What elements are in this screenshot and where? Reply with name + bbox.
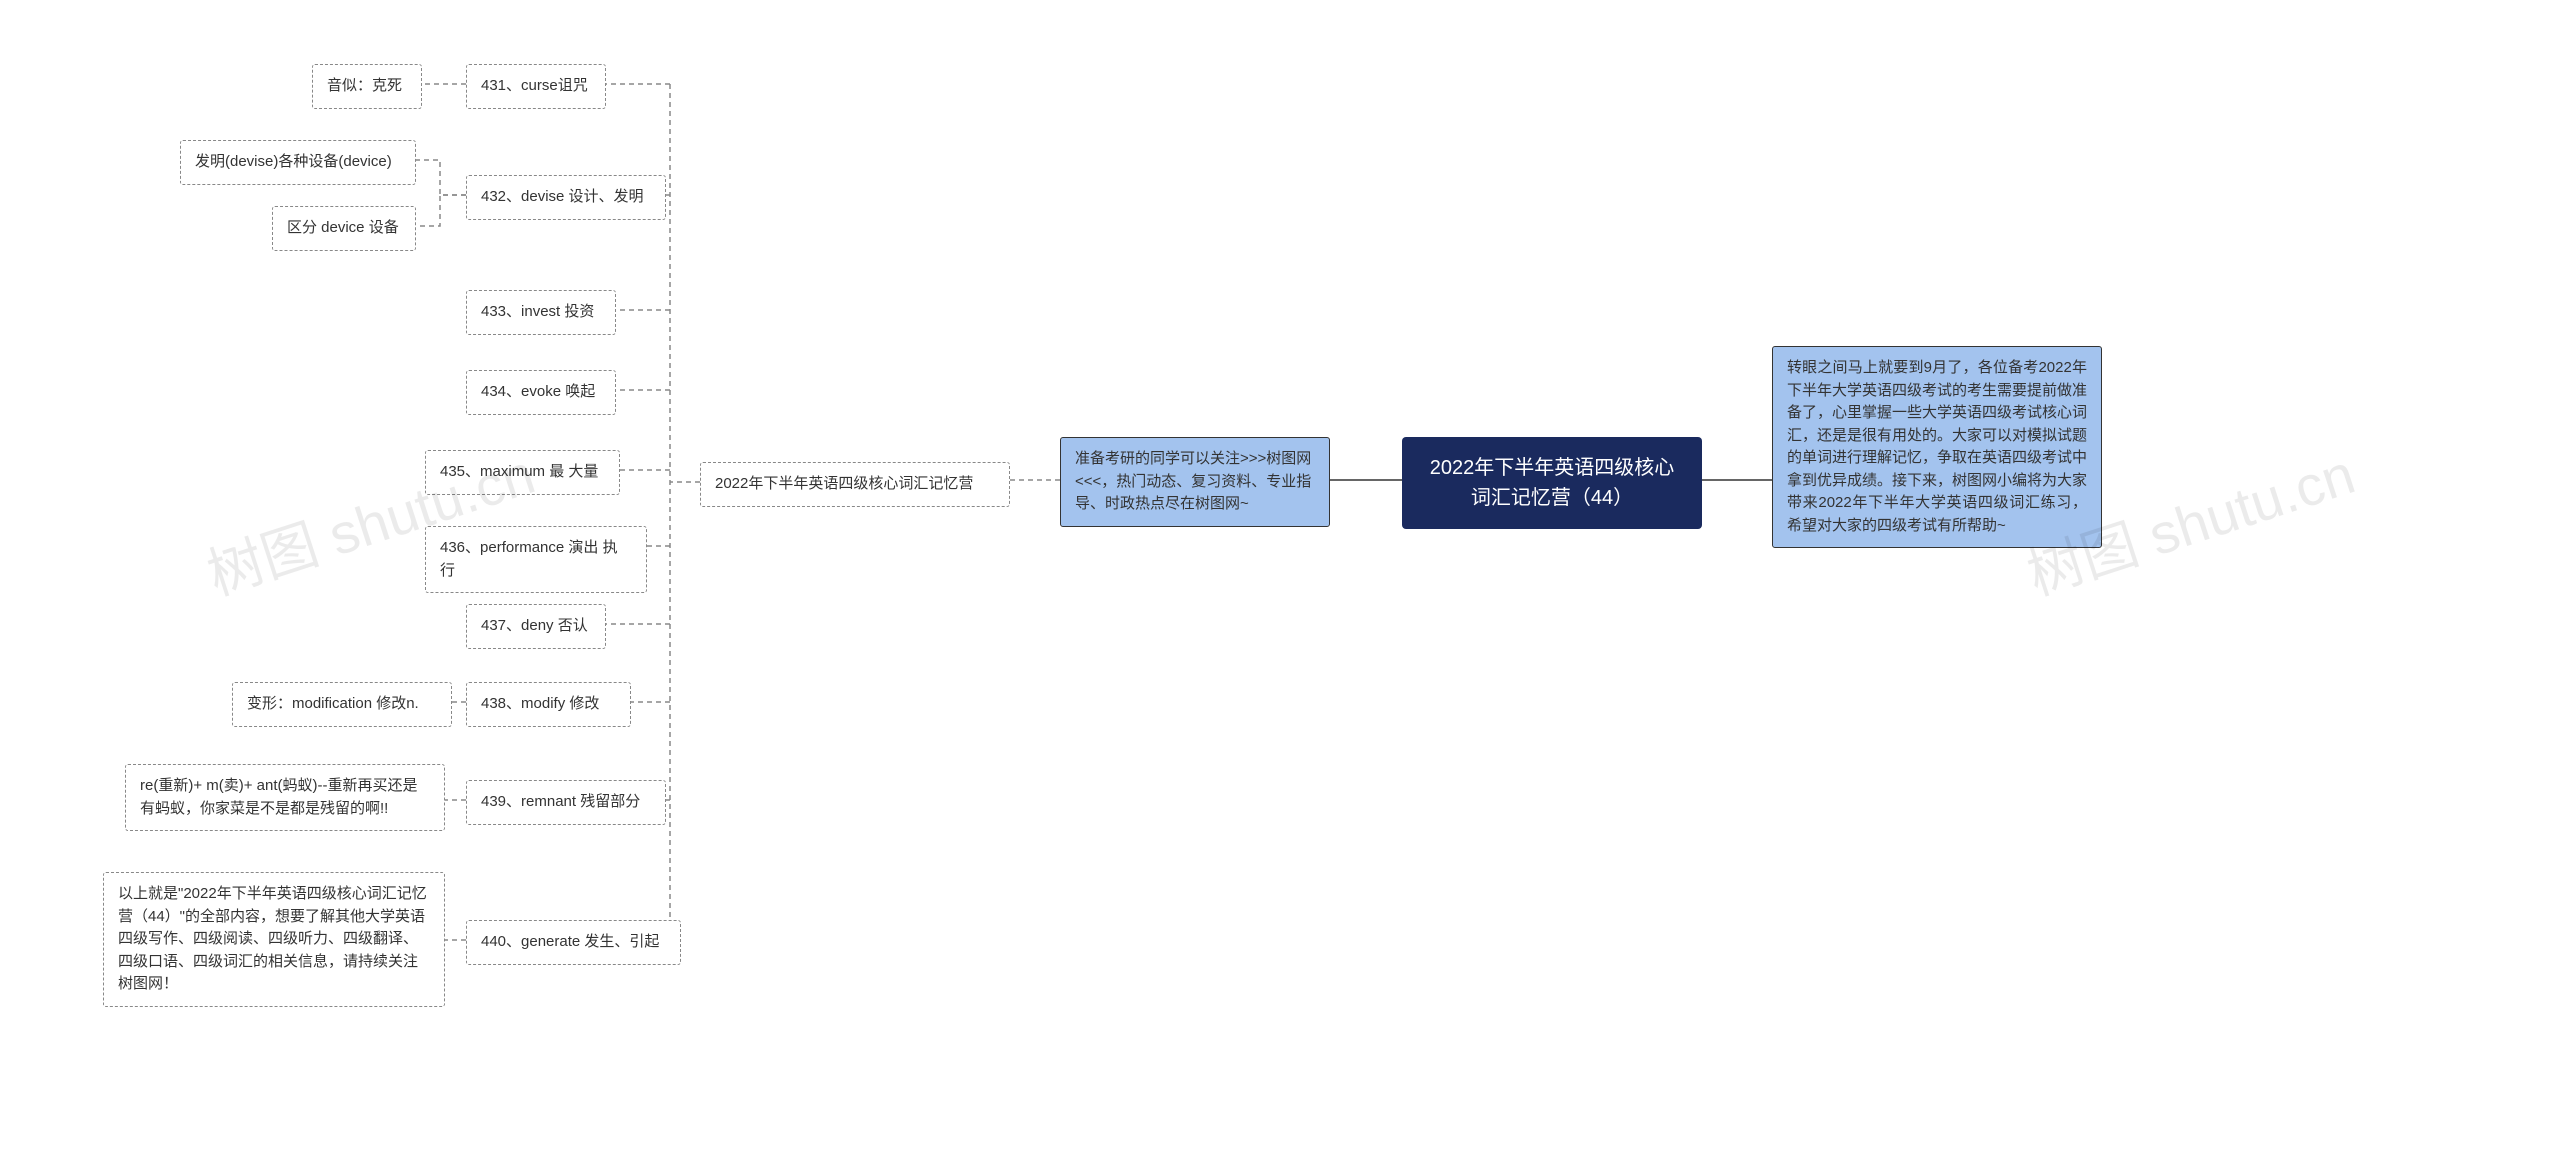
- item-440-text: 440、generate 发生、引起: [481, 933, 659, 950]
- item-432-leaf2-text: 区分 device 设备: [287, 219, 399, 236]
- item-431: 431、curse诅咒: [466, 64, 606, 109]
- item-434: 434、evoke 唤起: [466, 370, 616, 415]
- item-440: 440、generate 发生、引起: [466, 920, 681, 965]
- item-439: 439、remnant 残留部分: [466, 780, 666, 825]
- item-438-text: 438、modify 修改: [481, 695, 599, 712]
- item-439-leaf-text: re(重新)+ m(卖)+ ant(蚂蚁)--重新再买还是有蚂蚁，你家菜是不是都…: [140, 777, 418, 817]
- item-432-text: 432、devise 设计、发明: [481, 188, 644, 205]
- item-440-leaf: 以上就是"2022年下半年英语四级核心词汇记忆营（44）"的全部内容，想要了解其…: [103, 872, 445, 1007]
- right-description: 转眼之间马上就要到9月了，各位备考2022年下半年大学英语四级考试的考生需要提前…: [1772, 346, 2102, 548]
- item-432-leaf1-text: 发明(devise)各种设备(device): [195, 153, 392, 170]
- item-431-leaf-text: 音似：克死: [327, 77, 402, 94]
- item-436-text: 436、performance 演出 执行: [440, 539, 618, 579]
- item-432-leaf2: 区分 device 设备: [272, 206, 416, 251]
- item-437-text: 437、deny 否认: [481, 617, 588, 634]
- item-438: 438、modify 修改: [466, 682, 631, 727]
- level2-text: 2022年下半年英语四级核心词汇记忆营: [715, 475, 973, 492]
- item-438-leaf: 变形：modification 修改n.: [232, 682, 452, 727]
- item-431-text: 431、curse诅咒: [481, 77, 588, 94]
- item-432-leaf1: 发明(devise)各种设备(device): [180, 140, 416, 185]
- item-434-text: 434、evoke 唤起: [481, 383, 595, 400]
- right-description-text: 转眼之间马上就要到9月了，各位备考2022年下半年大学英语四级考试的考生需要提前…: [1787, 359, 2087, 534]
- item-437: 437、deny 否认: [466, 604, 606, 649]
- item-439-leaf: re(重新)+ m(卖)+ ant(蚂蚁)--重新再买还是有蚂蚁，你家菜是不是都…: [125, 764, 445, 831]
- root-node: 2022年下半年英语四级核心词汇记忆营（44）: [1402, 437, 1702, 529]
- root-title: 2022年下半年英语四级核心词汇记忆营（44）: [1430, 457, 1675, 509]
- mid-promo: 准备考研的同学可以关注>>>树图网<<<，热门动态、复习资料、专业指导、时政热点…: [1060, 437, 1330, 527]
- item-431-leaf: 音似：克死: [312, 64, 422, 109]
- mid-promo-text: 准备考研的同学可以关注>>>树图网<<<，热门动态、复习资料、专业指导、时政热点…: [1075, 450, 1311, 512]
- item-435-text: 435、maximum 最 大量: [440, 463, 598, 480]
- item-432: 432、devise 设计、发明: [466, 175, 666, 220]
- item-436: 436、performance 演出 执行: [425, 526, 647, 593]
- item-439-text: 439、remnant 残留部分: [481, 793, 640, 810]
- item-433: 433、invest 投资: [466, 290, 616, 335]
- item-435: 435、maximum 最 大量: [425, 450, 620, 495]
- item-438-leaf-text: 变形：modification 修改n.: [247, 695, 419, 712]
- item-440-leaf-text: 以上就是"2022年下半年英语四级核心词汇记忆营（44）"的全部内容，想要了解其…: [118, 885, 427, 992]
- item-433-text: 433、invest 投资: [481, 303, 594, 320]
- level2-title: 2022年下半年英语四级核心词汇记忆营: [700, 462, 1010, 507]
